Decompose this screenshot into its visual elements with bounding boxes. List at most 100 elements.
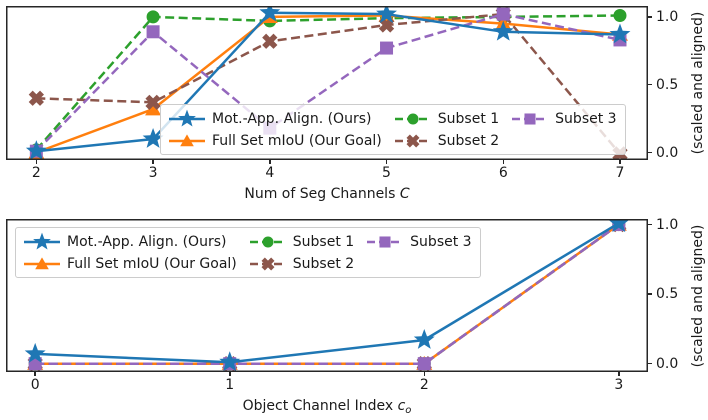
axes-spines (6, 219, 648, 372)
legend-sample-star-icon (169, 109, 205, 127)
series-marker-full-set-miou-our-goal (145, 101, 162, 116)
y-tick-mark (648, 362, 652, 365)
legend-marker-full-set-miou-our-goal (180, 133, 194, 146)
x-tick-mark (618, 372, 620, 376)
y-tick-mark (648, 293, 652, 295)
series-marker-subset-2 (145, 94, 161, 110)
y-tick-label: 0.5 (656, 76, 679, 93)
x-axis-label-bottom-subscript: o (405, 405, 412, 416)
y-tick-label: 0.0 (656, 355, 679, 372)
legend-sample-circle-icon (394, 112, 431, 125)
y-tick-mark (648, 83, 652, 86)
legend-bottom: Mot.-App. Align. (Ours) Full Set mIoU (Ou… (15, 227, 481, 278)
legend-sample-circle-icon (249, 235, 286, 248)
x-tick-mark (229, 372, 231, 376)
series-marker-mot-app-align-ours (609, 23, 631, 44)
series-marker-subset-3 (496, 7, 510, 21)
series-marker-mot-app-align-ours (25, 140, 47, 160)
legend-marker-subset-3 (524, 112, 536, 125)
legend-sample-triangle-icon (169, 133, 205, 146)
plot-canvas-bottom (6, 219, 648, 372)
series-marker-subset-2 (262, 33, 278, 49)
legend-label: Full Set mIoU (Our Goal) (212, 132, 382, 149)
legend-sample-x-icon (249, 257, 286, 270)
legend-item-subset-2: Subset 2 (393, 130, 499, 151)
legend-label: Subset 2 (292, 255, 355, 272)
series-marker-mot-app-align-ours (608, 219, 630, 233)
legend-marker-mot-app-align-ours (33, 232, 51, 250)
series-marker-subset-1 (613, 8, 627, 22)
series-line-subset-3 (35, 223, 620, 365)
series-marker-mot-app-align-ours (376, 6, 397, 24)
series-marker-subset-3 (417, 357, 431, 371)
x-axis-label-top: Num of Seg Channels C (0, 186, 654, 204)
x-tick-mark (502, 160, 504, 164)
subplot-object-channel-index: Mot.-App. Align. (Ours) Full Set mIoU (Ou… (6, 217, 678, 393)
legend-column: Mot.-App. Align. (Ours) Full Set mIoU (Ou… (167, 108, 382, 151)
legend-label: Subset 2 (437, 132, 500, 149)
legend-marker-full-set-miou-our-goal (35, 256, 49, 269)
y-tick-mark (648, 151, 652, 154)
series-line-full-set-miou-our-goal (35, 14, 621, 154)
series-marker-mot-app-align-ours (259, 6, 281, 22)
x-tick-mark (619, 160, 621, 164)
legend-item-subset-1: Subset 1 (393, 108, 499, 129)
x-tick-label: 0 (30, 377, 40, 393)
x-tick-label: 6 (498, 165, 508, 181)
series-marker-mot-app-align-ours (142, 127, 164, 148)
legend-marker-mot-app-align-ours (178, 109, 196, 127)
series-line-subset-2 (36, 12, 621, 155)
y-tick-label: 1.0 (656, 216, 679, 233)
legend-item-subset-3: Subset 3 (365, 231, 472, 252)
x-axis-label-top-text: Num of Seg Channels (244, 186, 396, 202)
series-marker-subset-2 (28, 90, 44, 106)
series-marker-mot-app-align-ours (492, 20, 514, 41)
x-tick-mark (34, 372, 36, 376)
legend-item-subset-1: Subset 1 (248, 231, 354, 252)
x-tick-mark (35, 160, 38, 164)
x-tick-label: 3 (148, 165, 158, 181)
legend-item-mot-app-align-ours: Mot.-App. Align. (Ours) (167, 108, 382, 129)
series-marker-mot-app-align-ours (24, 342, 46, 363)
series-line-subset-3 (35, 12, 621, 153)
axes-spines (6, 6, 648, 160)
series-marker-mot-app-align-ours (413, 329, 435, 349)
legend-sample-square-icon (512, 112, 549, 125)
x-axis-label-bottom-variable: c (397, 398, 406, 414)
x-axis-label-top-variable: C (399, 186, 410, 202)
y-tick-label: 0.0 (656, 144, 679, 161)
legend-label: Subset 1 (437, 110, 500, 127)
legend-column: Subset 3 (510, 108, 617, 129)
legend-label: Mot.-App. Align. (Ours) (67, 233, 227, 250)
legend-column: Subset 3 (365, 231, 472, 252)
legend-label: Subset 3 (555, 110, 617, 127)
legend-item-mot-app-align-ours: Mot.-App. Align. (Ours) (22, 231, 237, 252)
series-line-mot-app-align-ours (35, 222, 620, 364)
legend-item-subset-3: Subset 3 (510, 108, 617, 129)
legend-item-subset-2: Subset 2 (248, 253, 354, 274)
x-tick-label: 1 (225, 377, 235, 393)
series-marker-subset-1 (146, 10, 160, 24)
series-marker-subset-3 (146, 25, 160, 39)
x-axis-label-bottom: Object Channel Index co (0, 398, 654, 416)
y-axis-label-top: (scaled and aligned) (690, 11, 706, 155)
legend-marker-subset-3 (379, 235, 391, 248)
x-tick-mark (423, 372, 425, 376)
legend-sample-square-icon (367, 235, 404, 248)
legend-label: Mot.-App. Align. (Ours) (212, 110, 372, 127)
legend-top: Mot.-App. Align. (Ours) Full Set mIoU (Ou… (160, 104, 626, 155)
x-tick-mark (152, 160, 154, 164)
x-tick-label: 4 (265, 165, 275, 181)
y-tick-mark (648, 16, 652, 18)
x-tick-label: 7 (615, 165, 625, 181)
legend-sample-triangle-icon (24, 256, 60, 269)
x-tick-mark (269, 160, 271, 164)
plot-canvas-top (6, 6, 648, 160)
legend-marker-subset-2 (406, 134, 420, 147)
legend-label: Full Set mIoU (Our Goal) (67, 255, 237, 272)
y-tick-label: 0.5 (656, 286, 679, 303)
subplot-num-seg-channels: Mot.-App. Align. (Ours) Full Set mIoU (Ou… (6, 6, 678, 181)
legend-marker-subset-1 (262, 235, 274, 248)
legend-column: Mot.-App. Align. (Ours) Full Set mIoU (Ou… (22, 231, 237, 274)
